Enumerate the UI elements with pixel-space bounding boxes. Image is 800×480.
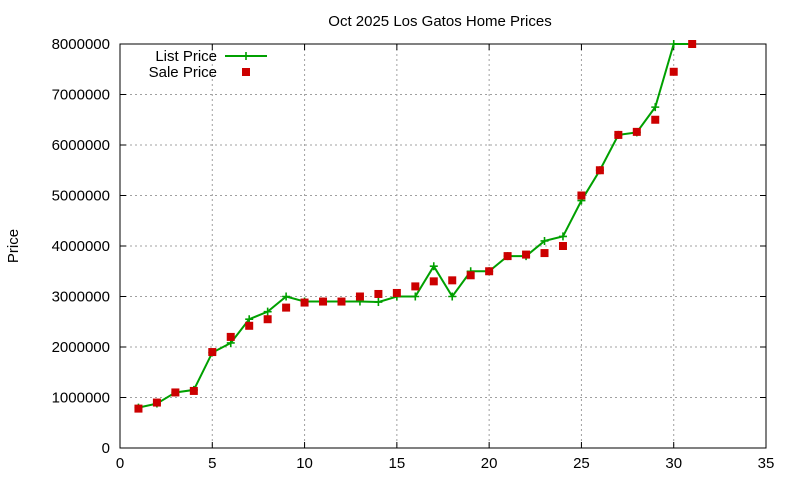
- sale-price-point: [429, 277, 438, 286]
- y-tick-label: 8000000: [52, 36, 110, 53]
- sale-price-point: [208, 348, 217, 357]
- series-sale-price: [134, 40, 697, 413]
- sale-price-point: [263, 315, 272, 324]
- x-tick-label: 20: [481, 455, 498, 472]
- legend-label-sale-price: Sale Price: [149, 64, 217, 81]
- y-tick-label: 0: [102, 440, 110, 457]
- sale-price-point: [355, 292, 364, 301]
- chart-title: Oct 2025 Los Gatos Home Prices: [328, 13, 551, 30]
- x-tick-label: 10: [296, 455, 313, 472]
- sale-price-point: [226, 332, 235, 341]
- y-axis-label: Price: [5, 229, 22, 263]
- sale-price-point: [374, 289, 383, 298]
- sale-price-point: [503, 252, 512, 261]
- y-tick-label: 5000000: [52, 188, 110, 205]
- sale-price-point: [282, 303, 291, 312]
- y-tick-label: 7000000: [52, 87, 110, 104]
- y-tick-label: 3000000: [52, 289, 110, 306]
- sale-price-point: [577, 191, 586, 200]
- legend-label-list-price: List Price: [155, 48, 217, 65]
- list-price-point: [540, 236, 549, 245]
- list-price-point: [282, 292, 291, 301]
- sale-price-point: [651, 115, 660, 124]
- legend-marker-list-price: [242, 52, 250, 60]
- sale-price-point: [171, 388, 180, 397]
- y-tick-label: 4000000: [52, 238, 110, 255]
- sale-price-point: [319, 297, 328, 306]
- x-tick-label: 15: [389, 455, 406, 472]
- sale-price-point: [595, 166, 604, 175]
- sale-price-point: [189, 386, 198, 395]
- x-tick-label: 0: [116, 455, 124, 472]
- legend-key-list-price: [225, 52, 267, 60]
- series-list-price: [134, 40, 697, 412]
- list-price-point: [429, 262, 438, 271]
- list-price-line: [138, 43, 693, 409]
- sale-price-point: [411, 282, 420, 291]
- list-price-point: [263, 307, 272, 316]
- sale-price-point: [392, 288, 401, 297]
- sale-price-point: [152, 398, 161, 407]
- sale-price-point: [466, 271, 475, 280]
- sale-price-point: [134, 404, 143, 413]
- legend-key-sale-price: [242, 68, 250, 76]
- series-layer: [134, 40, 697, 413]
- list-price-point: [448, 292, 457, 301]
- sale-price-point: [669, 67, 678, 76]
- list-price-point: [411, 292, 420, 301]
- list-price-point: [558, 232, 567, 241]
- list-price-point: [651, 103, 660, 112]
- x-tick-label: 25: [573, 455, 590, 472]
- legend-marker-sale-price: [242, 68, 250, 76]
- sale-price-point: [485, 267, 494, 276]
- sale-price-point: [632, 127, 641, 136]
- sale-price-point: [448, 276, 457, 285]
- grid-layer: [120, 44, 766, 448]
- sale-price-point: [614, 130, 623, 139]
- y-tick-label: 2000000: [52, 339, 110, 356]
- tick-layer: 0 5 10 15 20 25 30 35 0 1000000 2000000 3000000 4000…: [52, 36, 775, 472]
- sale-price-point: [540, 249, 549, 258]
- sale-price-point: [522, 250, 531, 259]
- sale-price-point: [245, 321, 254, 330]
- x-tick-label: 30: [665, 455, 682, 472]
- sale-price-point: [688, 40, 697, 48]
- x-tick-label: 5: [208, 455, 216, 472]
- y-tick-label: 6000000: [52, 137, 110, 154]
- x-tick-label: 35: [758, 455, 775, 472]
- sale-price-point: [337, 297, 346, 306]
- list-price-point: [374, 298, 383, 307]
- legend: List Price Sale Price: [149, 48, 267, 81]
- y-tick-label: 1000000: [52, 390, 110, 407]
- sale-price-point: [300, 298, 309, 307]
- list-price-point: [669, 40, 678, 48]
- sale-price-point: [558, 242, 567, 250]
